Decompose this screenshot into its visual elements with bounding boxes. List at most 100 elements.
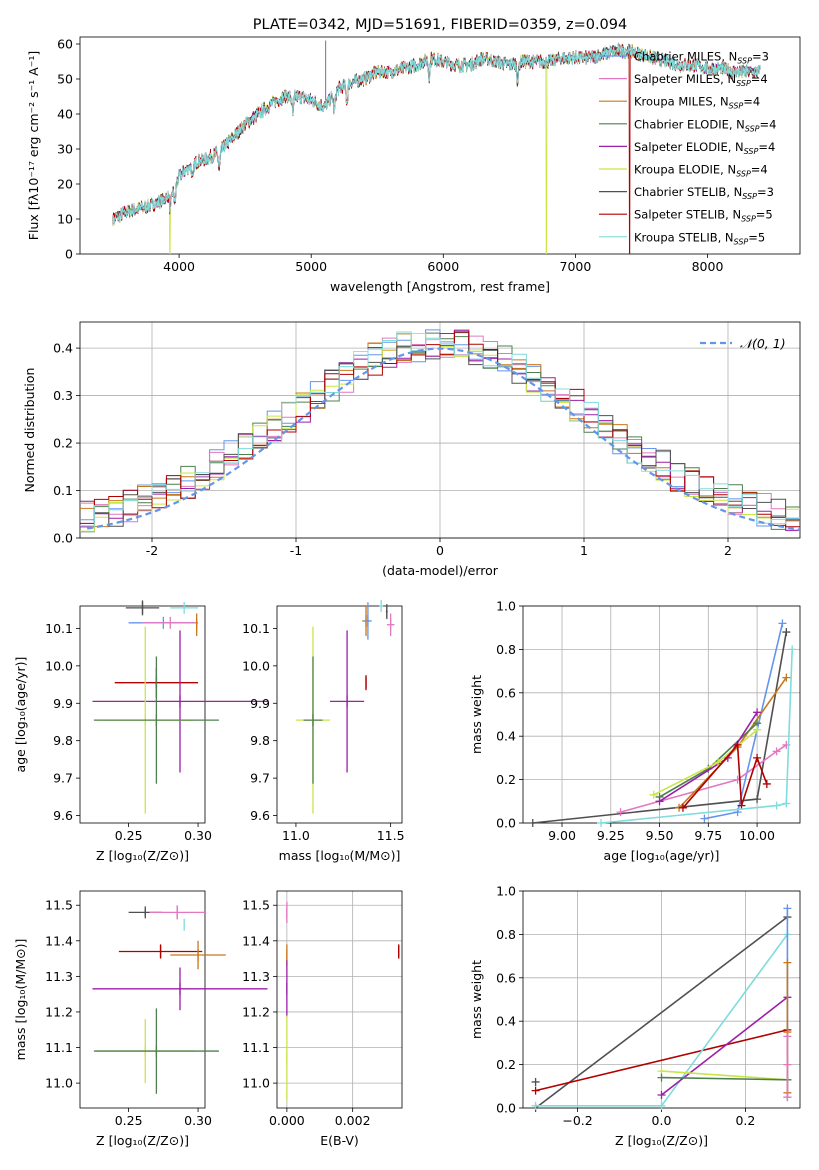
mass_age-ytick-label: 9.9 xyxy=(250,696,270,711)
z_mass-ytick-label: 11.0 xyxy=(45,1076,73,1091)
legend-label-chabrier_elodie: Chabrier ELODIE, NSSP=4 xyxy=(634,117,776,133)
age_weight-ytick-label: 0.8 xyxy=(496,642,516,657)
z_weight-point-kroupa_miles xyxy=(783,958,792,967)
age_weight-point-chabrier_miles xyxy=(778,619,787,628)
spectrum-ylabel: Flux [fλ10⁻¹⁷ erg cm⁻² s⁻¹ A⁻¹] xyxy=(26,51,41,240)
spectrum-xtick-label: 6000 xyxy=(427,259,459,274)
ebv_mass-ytick-label: 11.3 xyxy=(242,969,270,984)
age_weight-point-kroupa_elodie xyxy=(649,790,658,799)
age_weight-frame xyxy=(522,605,801,824)
z_age-axes: 0.25 0.30 9.6 9.7 9.8 9.9 10.0 10.1 Z [log₁₀(Z/Z… xyxy=(13,600,268,863)
residuals-ytick-label: 0.4 xyxy=(53,341,73,356)
mass_age-ytick-label: 9.7 xyxy=(250,771,270,786)
residuals-xtick-label: 1 xyxy=(580,543,588,558)
age_weight-xtick-label: 9.00 xyxy=(548,828,576,843)
mass_age-xtick-label: 11.5 xyxy=(377,828,405,843)
mass_age-xlabel: mass [log₁₀(M/M⊙)] xyxy=(279,848,401,863)
z_mass-ytick-label: 11.1 xyxy=(45,1040,73,1055)
z_mass-ytick-label: 11.4 xyxy=(45,933,73,948)
z_age-ytick-label: 9.6 xyxy=(53,808,73,823)
residuals-xtick-label: 2 xyxy=(724,543,732,558)
z_mass-ytick-label: 11.3 xyxy=(45,969,73,984)
ebv_mass-axes: 0.000 0.002 11.0 11.1 11.2 11.3 11.4 11.5 E(B-V) xyxy=(242,890,403,1148)
z_age-xtick-label: 0.25 xyxy=(115,828,143,843)
mass_age-ytick-label: 9.6 xyxy=(250,808,270,823)
spectrum-xtick-label: 5000 xyxy=(295,259,327,274)
z_weight-axes: −0.2 0.0 0.2 0.0 0.2 0.4 0.6 0.8 1.0 Z [log₁₀(Z/Z… xyxy=(469,884,801,1148)
z_weight-ytick-label: 0.2 xyxy=(496,1057,516,1072)
age_weight-xtick-label: 9.25 xyxy=(597,828,625,843)
age_weight-point-kroupa_stelib xyxy=(788,645,797,654)
z_age-xtick-label: 0.30 xyxy=(184,828,212,843)
z_weight-point-salpeter_elodie xyxy=(657,1090,666,1099)
ebv_mass-ytick-label: 11.4 xyxy=(242,933,270,948)
age_weight-ytick-label: 0.0 xyxy=(496,816,516,831)
z_mass-xlabel: Z [log₁₀(Z/Z⊙)] xyxy=(96,1133,189,1148)
ebv_mass-ytick-label: 11.5 xyxy=(242,898,270,913)
ebv_mass-xtick-label: 0.000 xyxy=(269,1113,305,1128)
ebv_mass-xlabel: E(B-V) xyxy=(320,1133,359,1148)
legend-label-chabrier_miles: Chabrier MILES, NSSP=3 xyxy=(634,50,769,66)
age_weight-point-salpeter_miles xyxy=(772,747,781,756)
residuals-xlabel: (data-model)/error xyxy=(382,563,499,578)
ebv_mass-ytick-label: 11.1 xyxy=(242,1040,270,1055)
age_weight-xlabel: age [log₁₀(age/yr)] xyxy=(604,848,720,863)
age_weight-ylabel: mass weight xyxy=(469,675,484,754)
spectrum-xtick-label: 7000 xyxy=(560,259,592,274)
age_weight-point-salpeter_stelib xyxy=(762,779,771,788)
residuals-xtick-label: -2 xyxy=(146,543,158,558)
z_weight-line-chabrier_elodie xyxy=(661,1076,788,1081)
spectrum-ytick-label: 10 xyxy=(57,212,73,227)
z_weight-xtick-label: −0.2 xyxy=(562,1113,592,1128)
mass_age-xtick-label: 11.0 xyxy=(282,828,310,843)
spectrum-xtick-label: 4000 xyxy=(163,259,195,274)
age_weight-point-salpeter_elodie xyxy=(753,708,762,717)
age_weight-point-chabrier_miles xyxy=(700,814,709,823)
z_mass-xtick-label: 0.25 xyxy=(115,1113,143,1128)
z_mass-axes: 0.25 0.30 11.0 11.1 11.2 11.3 11.4 11.5 Z [log₁₀… xyxy=(13,890,268,1148)
ebv_mass-frame xyxy=(276,890,403,1109)
age_weight-point-kroupa_miles xyxy=(782,673,791,682)
z_weight-ytick-label: 0.6 xyxy=(496,970,516,985)
spectrum-title: PLATE=0342, MJD=51691, FIBERID=0359, z=0… xyxy=(253,17,627,33)
z_age-ytick-label: 9.9 xyxy=(53,696,73,711)
mass_age-ytick-label: 10.1 xyxy=(242,621,270,636)
spectrum-frame xyxy=(79,36,801,255)
z_weight-line-salpeter_stelib xyxy=(535,1029,788,1092)
age_weight-point-kroupa_stelib xyxy=(782,799,791,808)
spectrum-ytick-label: 40 xyxy=(57,107,73,122)
z_mass-xtick-label: 0.30 xyxy=(184,1113,212,1128)
legend-label-chabrier_stelib: Chabrier STELIB, NSSP=3 xyxy=(634,185,774,201)
ebv_mass-ytick-label: 11.0 xyxy=(242,1076,270,1091)
spectrum-ytick-label: 50 xyxy=(57,72,73,87)
age_weight-xtick-label: 10.00 xyxy=(739,828,775,843)
z_weight-point-salpeter_miles xyxy=(783,1093,792,1102)
mass_age-ytick-label: 9.8 xyxy=(250,733,270,748)
z_weight-point-chabrier_stelib xyxy=(531,1077,540,1086)
z_weight-point-salpeter_stelib xyxy=(531,1086,540,1095)
z_age-ytick-label: 9.8 xyxy=(53,733,73,748)
spectrum-axes: 4000 5000 6000 7000 8000 0 10 20 30 40 50 60 wavelen… xyxy=(26,17,801,294)
legend-label-salpeter_miles: Salpeter MILES, NSSP=4 xyxy=(634,72,768,88)
legend-label-kroupa_stelib: Kroupa STELIB, NSSP=5 xyxy=(634,230,765,246)
spectrum-ytick-label: 60 xyxy=(57,37,73,52)
spectrum-xtick-label: 8000 xyxy=(692,259,724,274)
legend-label-salpeter_elodie: Salpeter ELODIE, NSSP=4 xyxy=(634,140,775,156)
hist-kroupa_stelib xyxy=(80,331,800,527)
age_weight-point-kroupa_stelib xyxy=(597,819,606,827)
residuals-ylabel: Normed distribution xyxy=(22,368,37,493)
mass_age-ytick-label: 10.0 xyxy=(242,658,270,673)
z_age-ytick-label: 10.0 xyxy=(45,658,73,673)
gaussian-legend-label: 𝒩(0, 1) xyxy=(740,336,786,351)
age_weight-point-salpeter_stelib xyxy=(733,740,742,749)
z_mass-ylabel: mass [log₁₀(M/M⊙)] xyxy=(13,939,28,1061)
spectrum-ytick-label: 0 xyxy=(65,247,73,262)
legend-label-kroupa_elodie: Kroupa ELODIE, NSSP=4 xyxy=(634,163,768,179)
spectrum-ytick-label: 30 xyxy=(57,142,73,157)
age_weight-ytick-label: 0.2 xyxy=(496,772,516,787)
z_mass-ytick-label: 11.2 xyxy=(45,1004,73,1019)
residuals-frame xyxy=(79,321,801,539)
age_weight-xtick-label: 9.75 xyxy=(694,828,722,843)
ebv_mass-xtick-label: 0.002 xyxy=(335,1113,371,1128)
